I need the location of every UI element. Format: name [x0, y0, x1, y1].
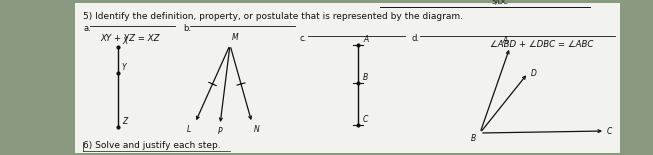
Text: B: B [471, 134, 476, 143]
Text: d.: d. [412, 34, 420, 43]
Text: 6) Solve and justify each step.: 6) Solve and justify each step. [83, 141, 221, 150]
Text: B: B [363, 73, 368, 82]
Text: P: P [217, 127, 222, 136]
Text: N: N [254, 125, 260, 134]
Text: c.: c. [300, 34, 308, 43]
Text: XY + YZ = XZ: XY + YZ = XZ [100, 34, 159, 43]
Text: Z: Z [122, 117, 127, 126]
Text: Y: Y [122, 63, 127, 72]
Text: M: M [232, 33, 238, 42]
Text: b.: b. [183, 24, 191, 33]
Text: 5) Identify the definition, property, or postulate that is represented by the di: 5) Identify the definition, property, or… [83, 12, 463, 21]
Text: L: L [187, 125, 191, 134]
Text: a.: a. [83, 24, 91, 33]
Text: A: A [363, 35, 368, 44]
Text: ∠ABD + ∠DBC = ∠ABC: ∠ABD + ∠DBC = ∠ABC [490, 40, 594, 49]
FancyBboxPatch shape [75, 3, 620, 153]
Text: X: X [122, 37, 127, 46]
Text: C: C [607, 126, 613, 135]
Text: D: D [531, 69, 537, 78]
Text: C: C [363, 115, 368, 124]
Text: 5/DC: 5/DC [492, 0, 509, 5]
Text: A: A [503, 36, 508, 45]
